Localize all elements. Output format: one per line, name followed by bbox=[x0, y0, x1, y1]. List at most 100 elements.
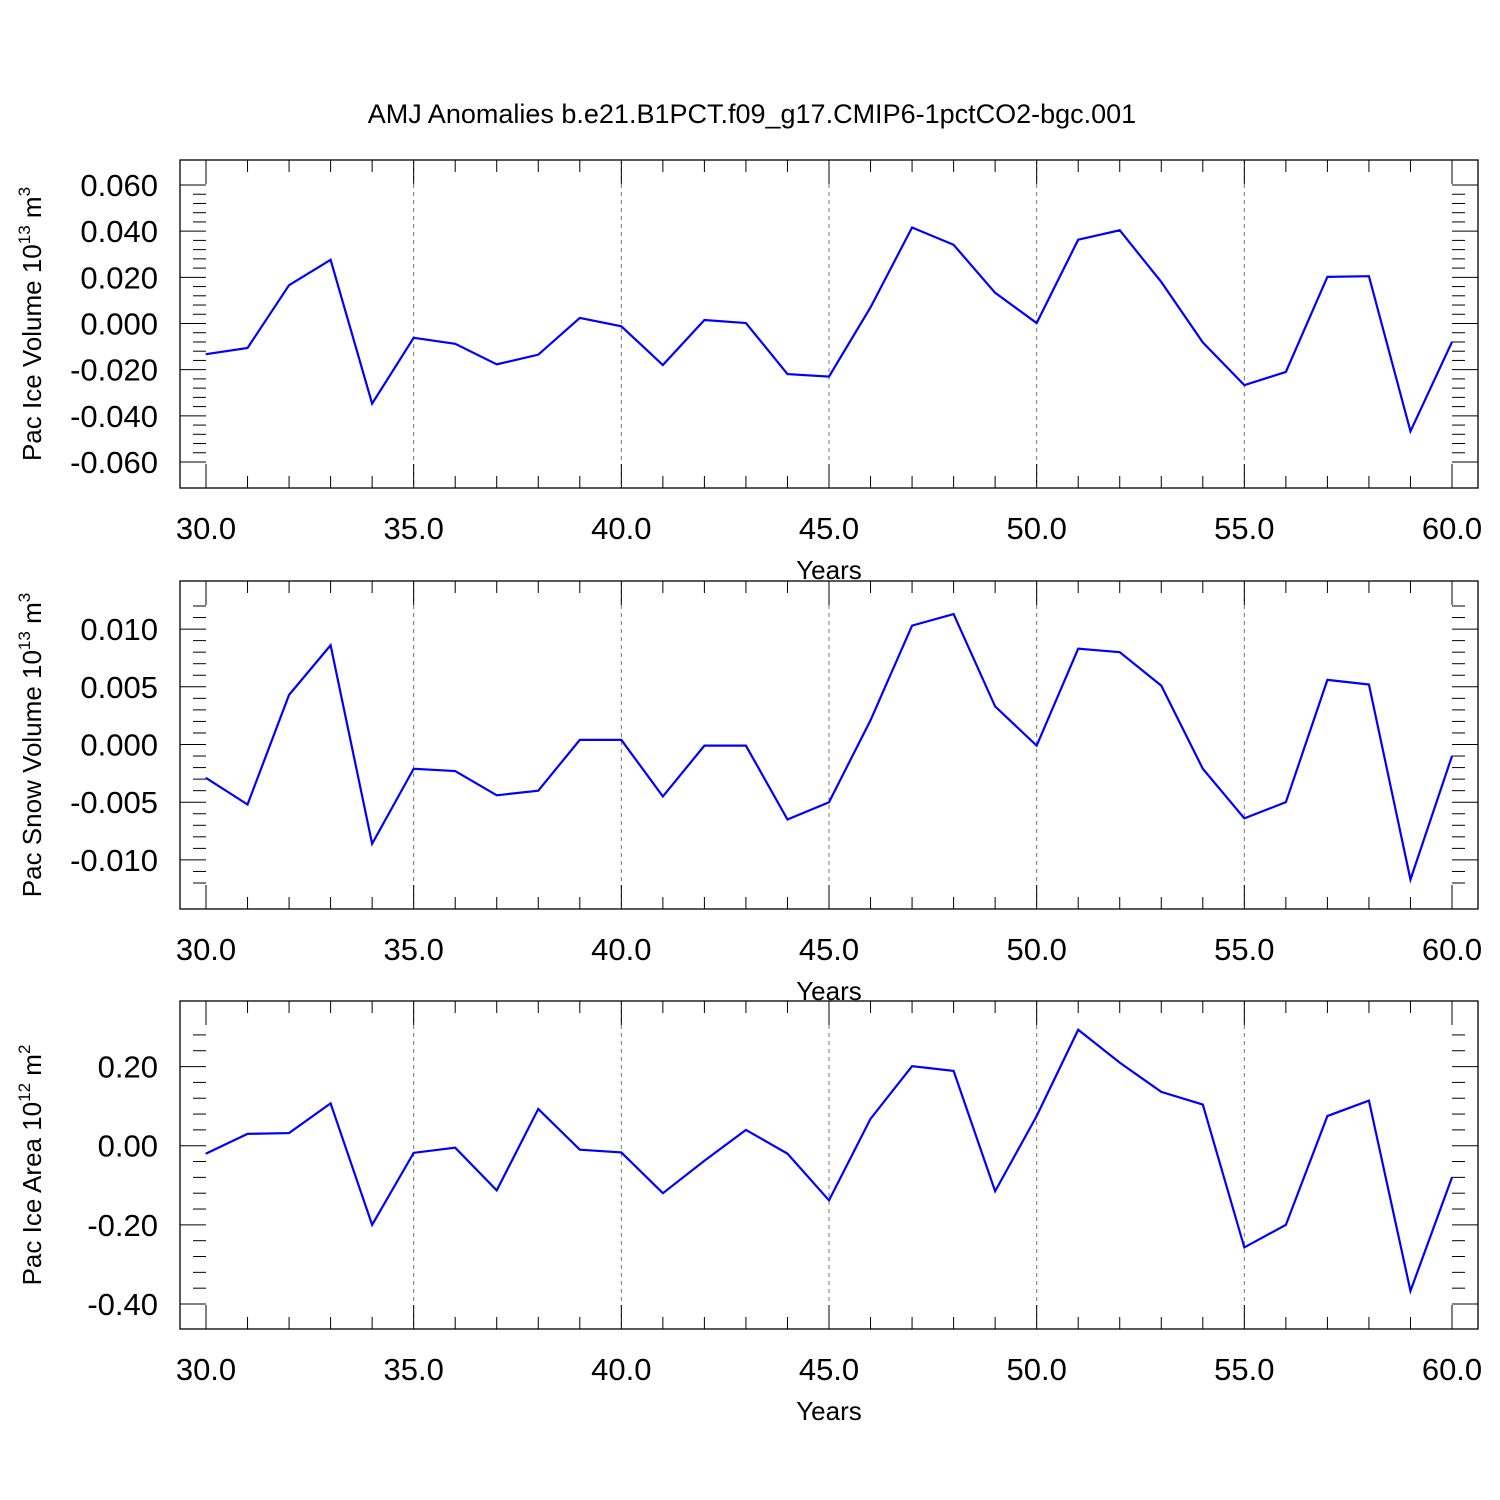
data-point bbox=[537, 354, 539, 356]
data-point bbox=[869, 306, 872, 308]
data-point bbox=[1285, 801, 1287, 803]
x-axis-title: Years bbox=[796, 555, 862, 585]
y-tick-label: 0.010 bbox=[80, 612, 158, 647]
data-point bbox=[496, 363, 498, 365]
data-point bbox=[620, 739, 622, 741]
data-point bbox=[246, 347, 249, 349]
data-point bbox=[537, 1108, 539, 1110]
data-point bbox=[703, 745, 706, 747]
data-point bbox=[745, 1129, 747, 1131]
data-point bbox=[205, 1153, 207, 1155]
chart-title: AMJ Anomalies b.e21.B1PCT.f09_g17.CMIP6-… bbox=[368, 99, 1136, 129]
x-tick-label: 40.0 bbox=[591, 511, 651, 546]
data-point bbox=[703, 319, 706, 321]
data-point bbox=[288, 284, 290, 286]
data-point bbox=[454, 343, 456, 345]
y-tick-label: 0.060 bbox=[80, 168, 158, 203]
data-point bbox=[496, 1189, 498, 1192]
x-tick-label: 50.0 bbox=[1006, 932, 1066, 967]
chart-panels: 0.0600.0400.0200.000-0.020-0.040-0.06030… bbox=[15, 159, 1482, 1426]
data-point bbox=[703, 1160, 706, 1162]
data-point bbox=[1326, 1115, 1328, 1117]
data-point bbox=[994, 705, 996, 708]
x-tick-label: 60.0 bbox=[1422, 511, 1482, 546]
y-tick-label: -0.020 bbox=[70, 353, 158, 388]
y-tick-label: -0.060 bbox=[70, 445, 158, 480]
data-point bbox=[1368, 683, 1370, 686]
data-point bbox=[205, 353, 207, 355]
data-point bbox=[371, 1224, 373, 1226]
data-point bbox=[869, 1118, 872, 1120]
y-axis-title: Pac Ice Volume 1013 m3 bbox=[15, 187, 47, 461]
y-axis-title-unit-exponent: 3 bbox=[15, 593, 34, 602]
data-point bbox=[1160, 1091, 1162, 1093]
data-point bbox=[1202, 341, 1204, 344]
y-axis-title-main: Pac Snow Volume 10 bbox=[17, 650, 47, 897]
y-tick-label: 0.20 bbox=[98, 1050, 158, 1085]
data-point bbox=[579, 317, 581, 319]
data-point bbox=[330, 644, 332, 646]
data-point bbox=[620, 325, 622, 327]
data-point bbox=[828, 1199, 830, 1201]
chart-panel-3: 0.20 0.00 -0.20 -0.40 30.0 35.0 40.0 45.0 50.0 55… bbox=[15, 1000, 1482, 1426]
y-axis-title-unit: m bbox=[17, 1054, 47, 1083]
data-point bbox=[288, 1132, 290, 1134]
data-point bbox=[413, 768, 415, 770]
y-axis-title-unit: m bbox=[17, 196, 47, 225]
x-tick-label: 40.0 bbox=[591, 932, 651, 967]
data-point bbox=[1451, 1176, 1453, 1178]
y-axis-title-unit-exponent: 3 bbox=[15, 187, 34, 196]
data-point bbox=[953, 1070, 955, 1072]
data-point bbox=[953, 613, 955, 615]
data-point bbox=[496, 794, 498, 796]
data-point bbox=[745, 745, 747, 747]
data-point bbox=[620, 1151, 622, 1154]
y-axis-title: Pac Snow Volume 1013 m3 bbox=[15, 593, 47, 897]
y-tick-label: -0.40 bbox=[87, 1287, 158, 1322]
data-point bbox=[1285, 371, 1287, 373]
x-tick-label: 50.0 bbox=[1006, 1352, 1066, 1387]
x-axis-title: Years bbox=[796, 1396, 862, 1426]
data-point bbox=[1409, 1290, 1412, 1292]
data-point bbox=[537, 790, 539, 792]
x-tick-label: 30.0 bbox=[176, 511, 236, 546]
data-point bbox=[1119, 651, 1121, 653]
data-point bbox=[330, 259, 332, 261]
data-point bbox=[1451, 341, 1453, 343]
x-tick-label: 40.0 bbox=[591, 1352, 651, 1387]
x-tick-label: 35.0 bbox=[383, 511, 443, 546]
data-point bbox=[828, 375, 830, 378]
data-point bbox=[1368, 275, 1370, 277]
data-point bbox=[953, 244, 955, 246]
data-point bbox=[454, 770, 456, 772]
data-point bbox=[1326, 679, 1328, 681]
y-axis-title-main: Pac Ice Area 10 bbox=[17, 1102, 47, 1286]
x-tick-label: 30.0 bbox=[176, 932, 236, 967]
x-tick-label: 35.0 bbox=[383, 1352, 443, 1387]
y-tick-label: 0.00 bbox=[98, 1129, 158, 1164]
data-point bbox=[1202, 768, 1204, 770]
data-point bbox=[1243, 1246, 1245, 1249]
data-point bbox=[1285, 1224, 1287, 1226]
data-point bbox=[911, 226, 913, 229]
x-tick-label: 55.0 bbox=[1214, 932, 1274, 967]
data-point bbox=[413, 1152, 415, 1154]
data-point bbox=[579, 739, 581, 741]
data-point bbox=[1077, 1029, 1079, 1031]
data-point bbox=[745, 322, 747, 324]
data-point bbox=[994, 292, 996, 294]
data-point bbox=[288, 694, 290, 696]
y-tick-label: -0.040 bbox=[70, 399, 158, 434]
data-point bbox=[371, 843, 373, 845]
data-point bbox=[579, 1149, 581, 1151]
y-tick-label: 0.000 bbox=[80, 307, 158, 342]
data-point bbox=[454, 1147, 456, 1149]
data-point bbox=[413, 337, 415, 339]
y-tick-label: -0.20 bbox=[87, 1208, 158, 1243]
y-axis-title-unit-exponent: 2 bbox=[15, 1045, 34, 1054]
data-point bbox=[1202, 1103, 1204, 1106]
data-point bbox=[1119, 1062, 1121, 1064]
y-axis-title-exponent: 13 bbox=[15, 225, 34, 244]
y-tick-label: 0.040 bbox=[80, 214, 158, 249]
